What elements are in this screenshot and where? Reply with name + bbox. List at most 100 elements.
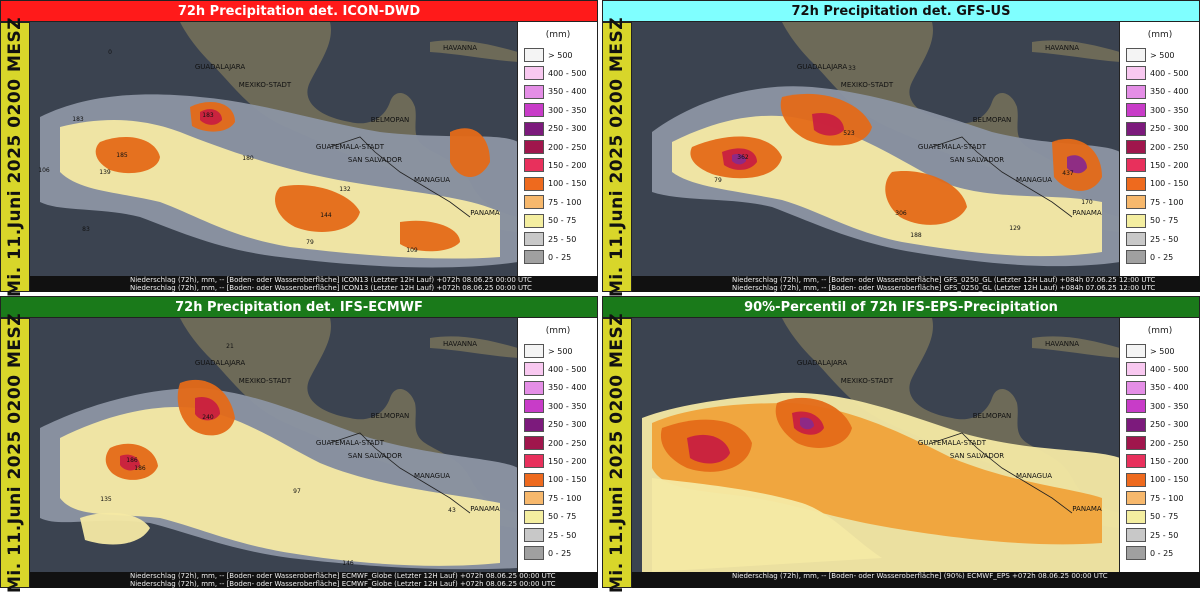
legend-unit: (mm)	[1147, 30, 1173, 40]
legend-swatch	[1126, 176, 1146, 191]
precip-area-dark_orange	[885, 171, 967, 225]
city-label-guatemala: GUATEMALA-STADT	[918, 143, 987, 151]
legend-label: 150 - 200	[1150, 456, 1189, 466]
city-label-panama: PANAMA	[470, 505, 500, 513]
legend-label: 350 - 400	[1150, 87, 1189, 97]
legend-label: 250 - 300	[548, 420, 587, 430]
precip-value-label: 240	[202, 414, 214, 421]
legend-label: 400 - 500	[1150, 68, 1189, 78]
precip-area-red	[200, 109, 222, 125]
legend-item: 25 - 50	[1126, 232, 1198, 246]
legend-swatch	[524, 195, 544, 210]
legend-label: 50 - 75	[548, 512, 577, 522]
precipitation-map[interactable]: GUADALAJARA MEXIKO-STADT HAVANNA BELMOPAN GU…	[632, 318, 1120, 572]
legend-swatch	[1126, 195, 1146, 210]
precip-value-label: 83	[82, 226, 90, 233]
land-cuba	[430, 40, 517, 62]
precip-value-label: 21	[226, 343, 234, 350]
legend-item: 300 - 350	[1126, 399, 1198, 414]
legend-swatch	[524, 546, 544, 561]
city-label-belmopan: BELMOPAN	[371, 116, 409, 124]
legend-item: 250 - 300	[524, 121, 596, 136]
country-borders	[329, 136, 471, 218]
legend-swatch	[524, 232, 544, 246]
precipitation-map[interactable]: GUADALAJARA MEXIKO-STADT HAVANNA BELMOPAN GU…	[30, 22, 518, 276]
forecast-panel-3: 90%-Percentil of 72h IFS-EPS-Precipitati…	[602, 296, 1200, 593]
panel-footer: Niederschlag (72h), mm, -- [Boden- oder …	[632, 572, 1200, 588]
legend-label: 100 - 150	[1150, 475, 1189, 485]
precip-value-label: 186	[126, 457, 138, 464]
precipitation-map[interactable]: GUADALAJARA MEXIKO-STADT HAVANNA BELMOPAN GU…	[632, 22, 1120, 276]
legend-unit: (mm)	[1147, 326, 1173, 336]
legend-swatch	[524, 528, 544, 542]
precip-value-label: 79	[306, 239, 314, 246]
legend-label: 250 - 300	[548, 124, 587, 134]
panel-footer: Niederschlag (72h), mm, -- [Boden- oder …	[632, 276, 1200, 292]
legend-label: 400 - 500	[548, 364, 587, 374]
legend-item: 100 - 150	[524, 176, 596, 191]
legend-label: 400 - 500	[1150, 364, 1189, 374]
legend-label: 50 - 75	[1150, 512, 1179, 522]
city-label-guatemala: GUATEMALA-STADT	[316, 143, 385, 151]
legend-swatch	[1126, 232, 1146, 246]
precipitation-map[interactable]: GUADALAJARA MEXIKO-STADT HAVANNA BELMOPAN GU…	[30, 318, 518, 572]
city-label-sansalvador: SAN SALVADOR	[348, 452, 402, 460]
legend-swatch	[524, 48, 544, 62]
footer-line: Niederschlag (72h), mm, -- [Boden- oder …	[130, 284, 532, 292]
legend-item: 200 - 250	[1126, 436, 1198, 450]
land-cuba	[430, 336, 517, 358]
legend-swatch	[524, 362, 544, 377]
legend-swatch	[1126, 491, 1146, 506]
legend-swatch	[524, 491, 544, 506]
footer-line: Niederschlag (72h), mm, -- [Boden- oder …	[130, 276, 532, 284]
legend-label: 150 - 200	[548, 456, 587, 466]
country-borders	[931, 432, 1073, 514]
legend-swatch	[524, 121, 544, 136]
legend-item: 350 - 400	[524, 84, 596, 99]
legend-item: 300 - 350	[524, 103, 596, 118]
precip-area-dark_orange	[95, 137, 160, 174]
city-label-guadalajara: GUADALAJARA	[195, 359, 246, 367]
legend-item: 75 - 100	[1126, 491, 1198, 506]
date-sidebar: Mi. 11.Juni 2025 0200 MESZ	[602, 313, 632, 593]
city-label-mexiko: MEXIKO-STADT	[841, 81, 894, 89]
forecast-panel-2: 72h Precipitation det. IFS-ECMWF Mi. 11.J…	[0, 296, 598, 593]
precip-area-purple	[732, 153, 746, 165]
city-label-guatemala: GUATEMALA-STADT	[918, 439, 987, 447]
legend-swatch	[1126, 417, 1146, 432]
panel-title: 72h Precipitation det. IFS-ECMWF	[0, 296, 598, 318]
legend-label: 25 - 50	[1150, 530, 1179, 540]
city-label-mexiko: MEXIKO-STADT	[239, 377, 292, 385]
legend-label: 200 - 250	[548, 438, 587, 448]
legend-swatch	[1126, 454, 1146, 469]
legend-item: 200 - 250	[524, 436, 596, 450]
legend-item: 350 - 400	[1126, 380, 1198, 395]
legend-label: 75 - 100	[548, 197, 582, 207]
panel-title: 90%-Percentil of 72h IFS-EPS-Precipitati…	[602, 296, 1200, 318]
legend-label: 300 - 350	[1150, 401, 1189, 411]
legend-swatch	[524, 66, 544, 81]
color-legend: (mm) > 500 400 - 500 350 - 400 300 - 350 250 …	[1120, 318, 1200, 572]
precip-value-label: 180	[242, 155, 254, 162]
legend-label: 0 - 25	[548, 252, 572, 262]
city-label-mexiko: MEXIKO-STADT	[841, 377, 894, 385]
legend-item: 75 - 100	[1126, 195, 1198, 210]
legend-item: 150 - 200	[524, 158, 596, 173]
footer-line: Niederschlag (72h), mm, -- [Boden- oder …	[130, 580, 556, 588]
legend-label: 200 - 250	[548, 142, 587, 152]
legend-swatch	[1126, 103, 1146, 118]
legend-swatch	[1126, 48, 1146, 62]
legend-swatch	[1126, 399, 1146, 414]
precip-value-label: 97	[293, 488, 301, 495]
legend-swatch	[1126, 380, 1146, 395]
precip-value-label: 146	[342, 560, 354, 567]
city-label-belmopan: BELMOPAN	[371, 412, 409, 420]
precip-area-dark_orange	[400, 220, 460, 252]
city-label-sansalvador: SAN SALVADOR	[348, 156, 402, 164]
legend-label: 25 - 50	[548, 530, 577, 540]
city-label-belmopan: BELMOPAN	[973, 412, 1011, 420]
precip-area-pale	[60, 407, 500, 566]
legend-label: 50 - 75	[1150, 216, 1179, 226]
legend-item: 0 - 25	[1126, 250, 1198, 265]
legend-label: 25 - 50	[1150, 234, 1179, 244]
